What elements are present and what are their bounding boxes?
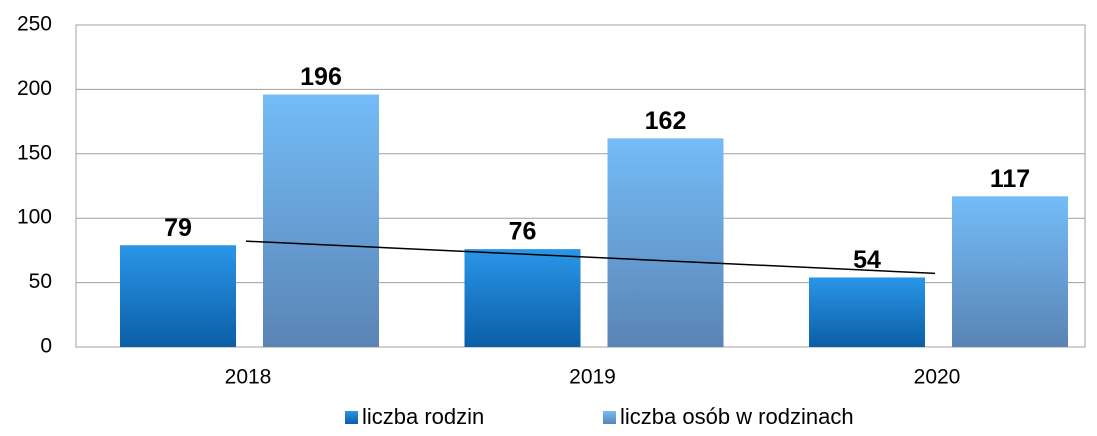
- y-tick-label: 150: [17, 141, 52, 164]
- bar: [464, 249, 581, 347]
- y-tick-label: 0: [40, 335, 52, 358]
- data-label: 117: [990, 165, 1030, 193]
- bar: [120, 245, 236, 347]
- data-label: 76: [509, 218, 537, 246]
- data-label: 79: [164, 214, 192, 242]
- x-tick-label: 2020: [914, 366, 961, 389]
- bar: [809, 277, 925, 347]
- y-tick-label: 250: [17, 13, 52, 36]
- legend-swatch: [345, 411, 358, 424]
- trendline: [245, 240, 936, 275]
- bar: [952, 196, 1068, 347]
- data-label: 196: [300, 63, 342, 91]
- bar: [263, 94, 379, 347]
- x-tick-label: 2018: [225, 366, 272, 389]
- bar: [607, 138, 724, 347]
- legend-label: liczba osób w rodzinach: [620, 404, 854, 429]
- x-tick-label: 2019: [569, 366, 616, 389]
- y-tick-label: 50: [29, 270, 52, 293]
- y-tick-label: 200: [17, 77, 52, 100]
- legend-swatch: [603, 411, 616, 424]
- legend-label: liczba rodzin: [362, 404, 484, 429]
- data-label: 162: [645, 107, 687, 135]
- y-tick-label: 100: [17, 206, 52, 229]
